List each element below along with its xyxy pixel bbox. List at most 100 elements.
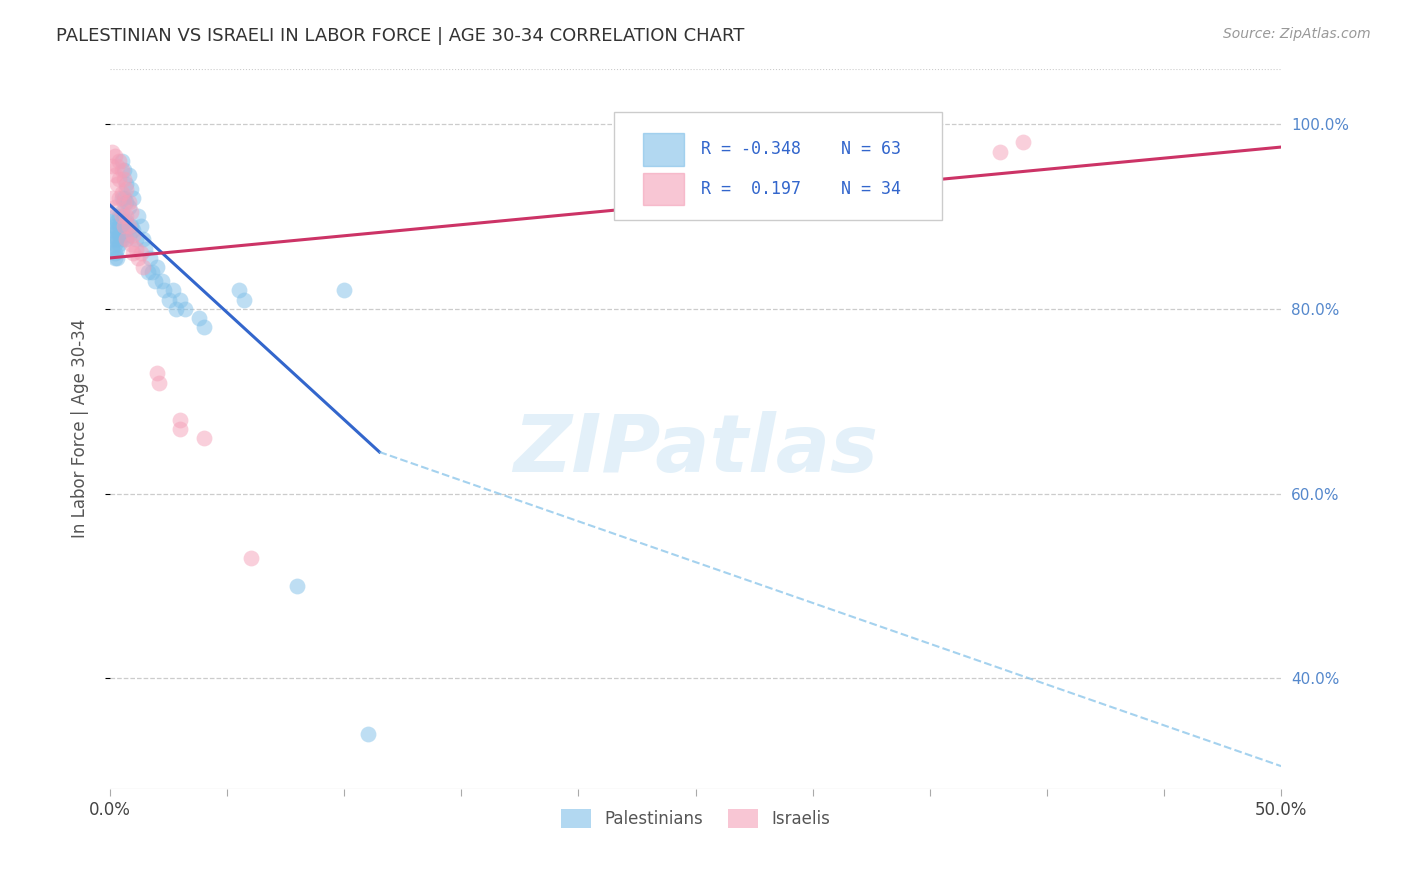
Point [239, 551, 262, 566]
Text: R = -0.348    N = 63: R = -0.348 N = 63 [702, 140, 901, 158]
Point [132, 232, 155, 246]
Point [111, 153, 134, 168]
Point [104, 246, 127, 260]
Point [115, 181, 138, 195]
Point [111, 214, 134, 228]
Point [101, 223, 124, 237]
Point [357, 727, 380, 741]
Point [112, 195, 135, 210]
Point [146, 367, 169, 381]
Point [108, 172, 131, 186]
Point [108, 210, 131, 224]
Point [169, 422, 191, 436]
Point [193, 431, 215, 445]
Point [112, 172, 135, 186]
Point [139, 251, 162, 265]
Point [104, 227, 127, 242]
Point [101, 242, 124, 256]
Point [193, 320, 215, 334]
Point [333, 283, 356, 297]
Point [105, 214, 128, 228]
Point [148, 376, 170, 390]
Point [115, 232, 138, 246]
Point [101, 159, 124, 173]
Point [127, 210, 149, 224]
Point [101, 214, 124, 228]
Point [108, 153, 131, 168]
Point [228, 283, 250, 297]
Point [105, 159, 128, 173]
Point [111, 186, 134, 201]
Point [115, 177, 138, 191]
Point [105, 242, 128, 256]
Point [108, 219, 131, 233]
Point [118, 219, 141, 233]
Bar [643, 134, 683, 166]
Point [146, 260, 169, 275]
Point [115, 210, 138, 224]
Point [112, 191, 135, 205]
Point [122, 246, 145, 260]
Point [174, 301, 197, 316]
Point [120, 204, 142, 219]
Legend: Palestinians, Israelis: Palestinians, Israelis [554, 803, 837, 835]
Point [125, 232, 148, 246]
Text: PALESTINIAN VS ISRAELI IN LABOR FORCE | AGE 30-34 CORRELATION CHART: PALESTINIAN VS ISRAELI IN LABOR FORCE | … [56, 27, 745, 45]
Point [104, 237, 127, 252]
Text: Source: ZipAtlas.com: Source: ZipAtlas.com [1223, 27, 1371, 41]
Point [104, 251, 127, 265]
Point [112, 219, 135, 233]
Y-axis label: In Labor Force | Age 30-34: In Labor Force | Age 30-34 [72, 319, 89, 539]
Point [104, 200, 127, 214]
Point [122, 191, 145, 205]
Point [104, 168, 127, 182]
Point [157, 293, 180, 307]
Point [104, 149, 127, 163]
Point [287, 579, 309, 593]
Text: R =  0.197    N = 34: R = 0.197 N = 34 [702, 180, 901, 198]
Point [105, 223, 128, 237]
Point [118, 168, 141, 182]
Point [111, 210, 134, 224]
Point [162, 283, 184, 297]
Point [115, 195, 138, 210]
Point [153, 283, 176, 297]
Point [115, 214, 138, 228]
Point [105, 177, 128, 191]
FancyBboxPatch shape [613, 112, 942, 219]
Point [169, 293, 191, 307]
Point [134, 242, 156, 256]
Point [118, 195, 141, 210]
Point [120, 219, 142, 233]
Point [120, 237, 142, 252]
Point [111, 163, 134, 178]
Point [132, 260, 155, 275]
Text: ZIPatlas: ZIPatlas [513, 411, 879, 490]
Point [136, 265, 159, 279]
Point [101, 232, 124, 246]
Point [108, 191, 131, 205]
Point [118, 200, 141, 214]
Point [115, 232, 138, 246]
Point [129, 219, 152, 233]
Point [169, 412, 191, 426]
Point [141, 265, 163, 279]
Point [120, 181, 142, 195]
Point [1012, 136, 1035, 150]
Point [129, 246, 152, 260]
Point [101, 191, 124, 205]
Point [105, 232, 128, 246]
Point [118, 227, 141, 242]
Point [188, 310, 211, 325]
Point [111, 191, 134, 205]
Point [104, 219, 127, 233]
Point [127, 251, 149, 265]
Point [988, 145, 1011, 159]
Point [122, 223, 145, 237]
Point [122, 227, 145, 242]
Bar [643, 173, 683, 205]
Point [112, 163, 135, 178]
Point [125, 242, 148, 256]
Point [150, 274, 173, 288]
Point [112, 214, 135, 228]
